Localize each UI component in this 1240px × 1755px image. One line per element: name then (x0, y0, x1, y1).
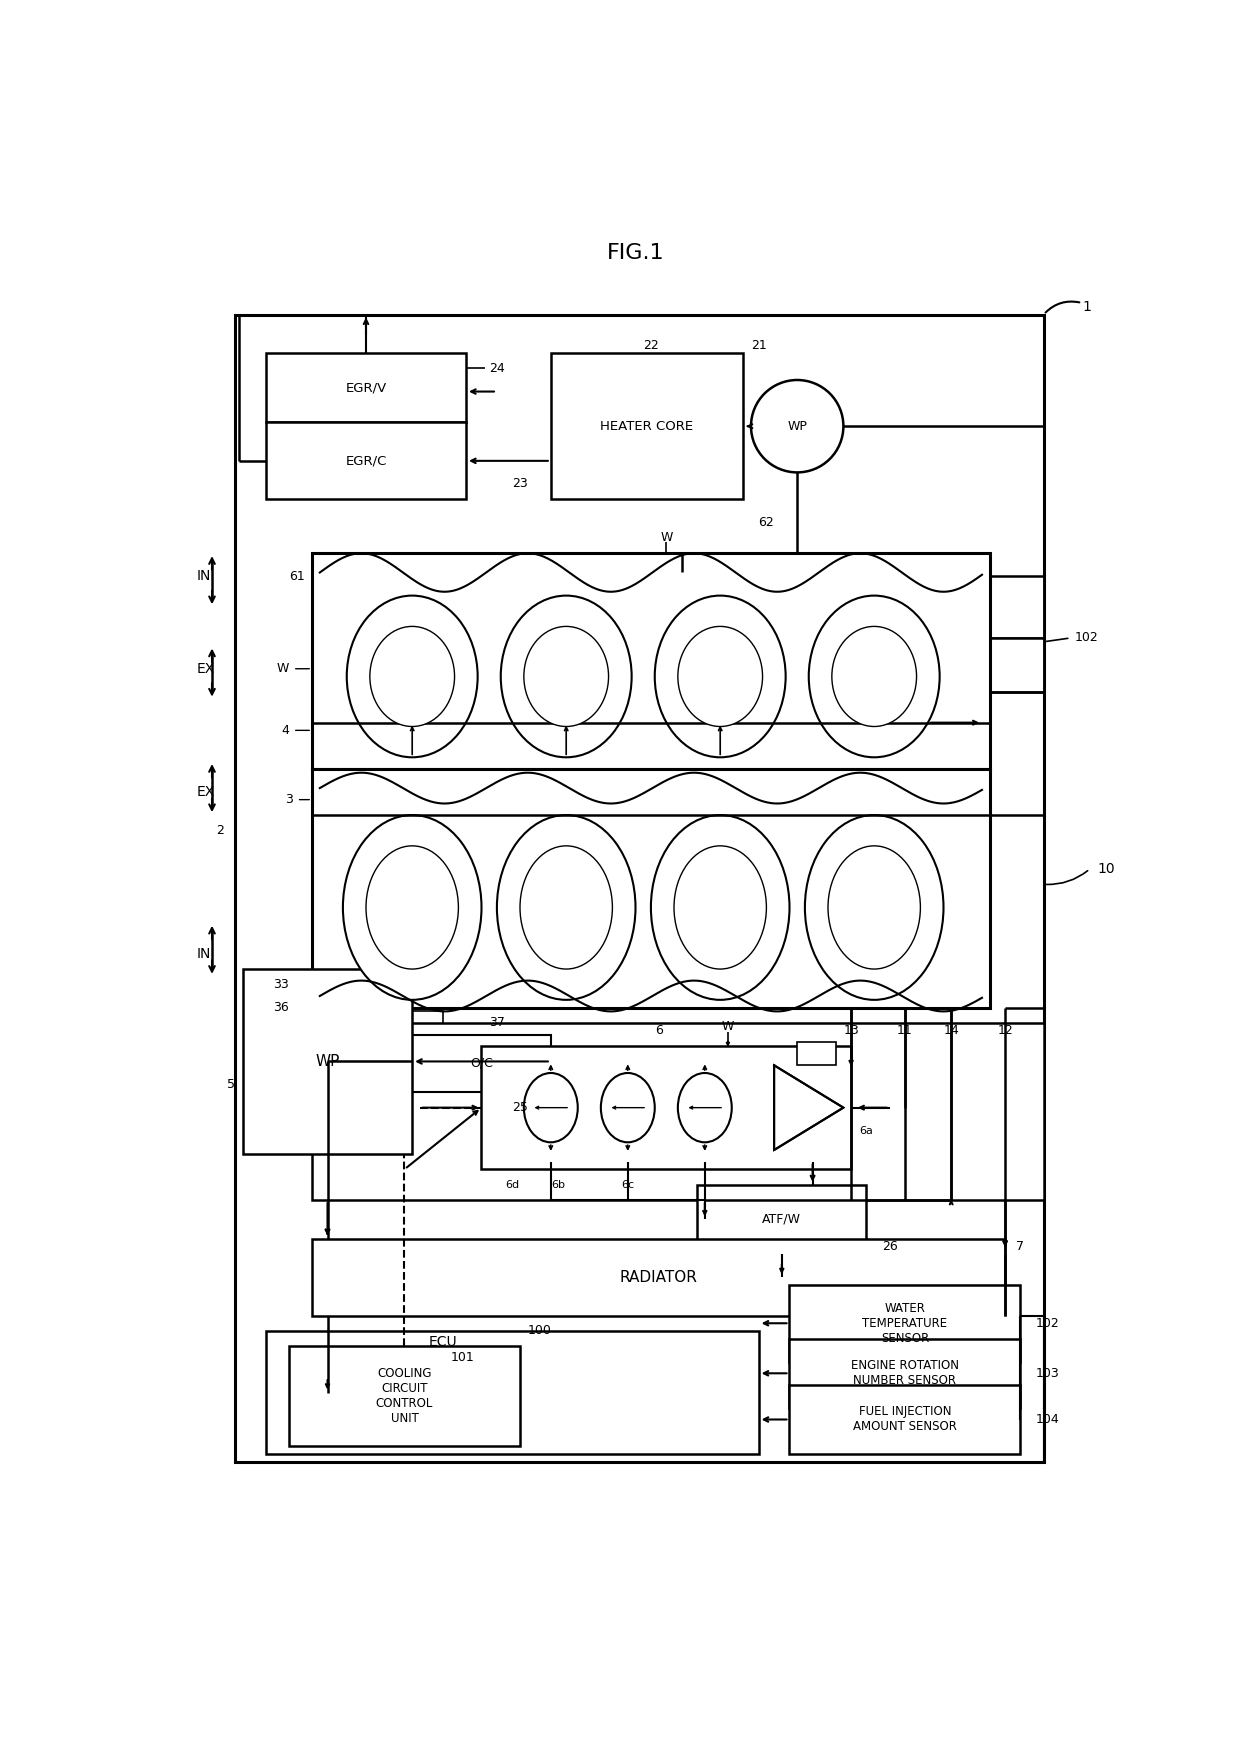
Ellipse shape (497, 814, 635, 1000)
Text: FIG.1: FIG.1 (606, 242, 665, 263)
Ellipse shape (808, 595, 940, 758)
Ellipse shape (370, 627, 455, 727)
Text: 26: 26 (882, 1239, 898, 1253)
Ellipse shape (678, 627, 763, 727)
Text: 12: 12 (997, 1025, 1013, 1037)
Ellipse shape (343, 814, 481, 1000)
Text: 102: 102 (1035, 1316, 1060, 1330)
Ellipse shape (678, 1072, 732, 1143)
Ellipse shape (655, 595, 786, 758)
Text: ECU: ECU (429, 1336, 458, 1350)
Text: IN: IN (197, 569, 211, 583)
Bar (790, 1339, 1021, 1408)
Text: 101: 101 (450, 1351, 475, 1364)
Text: 33: 33 (273, 978, 289, 992)
Text: 6b: 6b (552, 1179, 565, 1190)
Bar (990, 576, 1044, 639)
Text: EGR/V: EGR/V (346, 381, 387, 395)
Text: 10: 10 (1097, 862, 1115, 876)
Circle shape (751, 381, 843, 472)
Text: 21: 21 (751, 339, 766, 351)
Bar (312, 553, 990, 769)
Text: 13: 13 (843, 1025, 859, 1037)
Text: 104: 104 (1035, 1413, 1060, 1427)
Text: WP: WP (315, 1055, 340, 1069)
Text: W: W (277, 662, 289, 676)
Text: 61: 61 (289, 570, 304, 583)
Ellipse shape (501, 595, 631, 758)
Bar (412, 1034, 551, 1092)
Text: 2: 2 (216, 823, 223, 837)
Text: EX: EX (197, 784, 215, 799)
Text: 7: 7 (1017, 1239, 1024, 1253)
Text: W: W (722, 1020, 734, 1034)
Text: 62: 62 (759, 516, 774, 528)
Ellipse shape (523, 1072, 578, 1143)
Text: 102: 102 (1074, 632, 1099, 644)
Bar (797, 1042, 836, 1065)
Text: 5: 5 (227, 1078, 236, 1092)
Text: WATER
TEMPERATURE
SENSOR: WATER TEMPERATURE SENSOR (863, 1302, 947, 1344)
Bar (790, 1385, 1021, 1455)
Text: 11: 11 (897, 1025, 913, 1037)
Ellipse shape (523, 627, 609, 727)
Ellipse shape (828, 846, 920, 969)
Text: WP: WP (787, 419, 807, 433)
Bar (790, 1285, 1021, 1362)
Text: 24: 24 (489, 362, 505, 376)
Text: COOLING
CIRCUIT
CONTROL
UNIT: COOLING CIRCUIT CONTROL UNIT (376, 1367, 433, 1425)
Text: 14: 14 (944, 1025, 959, 1037)
Ellipse shape (651, 814, 790, 1000)
Bar (265, 353, 466, 423)
Text: ENGINE ROTATION
NUMBER SENSOR: ENGINE ROTATION NUMBER SENSOR (851, 1360, 959, 1386)
Ellipse shape (601, 1072, 655, 1143)
Text: 6: 6 (655, 1025, 662, 1037)
Ellipse shape (347, 595, 477, 758)
Text: 36: 36 (273, 1000, 289, 1014)
Ellipse shape (832, 627, 916, 727)
Text: 100: 100 (528, 1325, 552, 1337)
Text: EX: EX (197, 662, 215, 676)
Text: 1: 1 (1083, 300, 1091, 314)
Text: ATF/W: ATF/W (763, 1213, 801, 1225)
Text: 22: 22 (644, 339, 658, 351)
Ellipse shape (675, 846, 766, 969)
Text: EGR/C: EGR/C (345, 455, 387, 467)
Text: 3: 3 (285, 793, 293, 806)
Bar (304, 978, 343, 1000)
Bar (312, 1239, 1006, 1316)
Text: FUEL INJECTION
AMOUNT SENSOR: FUEL INJECTION AMOUNT SENSOR (853, 1406, 957, 1434)
Text: 6c: 6c (621, 1179, 635, 1190)
Bar (990, 639, 1044, 691)
Text: O/C: O/C (470, 1057, 494, 1069)
Bar (304, 1000, 343, 1023)
Bar (265, 423, 466, 500)
Ellipse shape (366, 846, 459, 969)
Bar (551, 353, 743, 500)
Text: 37: 37 (489, 1016, 505, 1030)
Ellipse shape (520, 846, 613, 969)
Bar (397, 1011, 443, 1034)
Text: IN: IN (197, 946, 211, 960)
Bar (236, 314, 1044, 1462)
Text: 6d: 6d (505, 1179, 520, 1190)
Bar (312, 1023, 1044, 1200)
Bar (289, 1346, 520, 1446)
Bar (243, 969, 412, 1153)
Text: 23: 23 (512, 477, 528, 490)
Text: 6a: 6a (859, 1125, 873, 1135)
Text: W: W (660, 532, 672, 544)
Bar (265, 1330, 759, 1455)
Text: 103: 103 (1035, 1367, 1060, 1379)
Bar (481, 1046, 851, 1169)
Text: HEATER CORE: HEATER CORE (600, 419, 693, 433)
Polygon shape (774, 1065, 843, 1150)
Bar (312, 769, 990, 1007)
Text: 25: 25 (512, 1100, 528, 1114)
Text: 4: 4 (281, 723, 289, 737)
Ellipse shape (805, 814, 944, 1000)
Text: RADIATOR: RADIATOR (620, 1269, 698, 1285)
Bar (697, 1185, 867, 1255)
